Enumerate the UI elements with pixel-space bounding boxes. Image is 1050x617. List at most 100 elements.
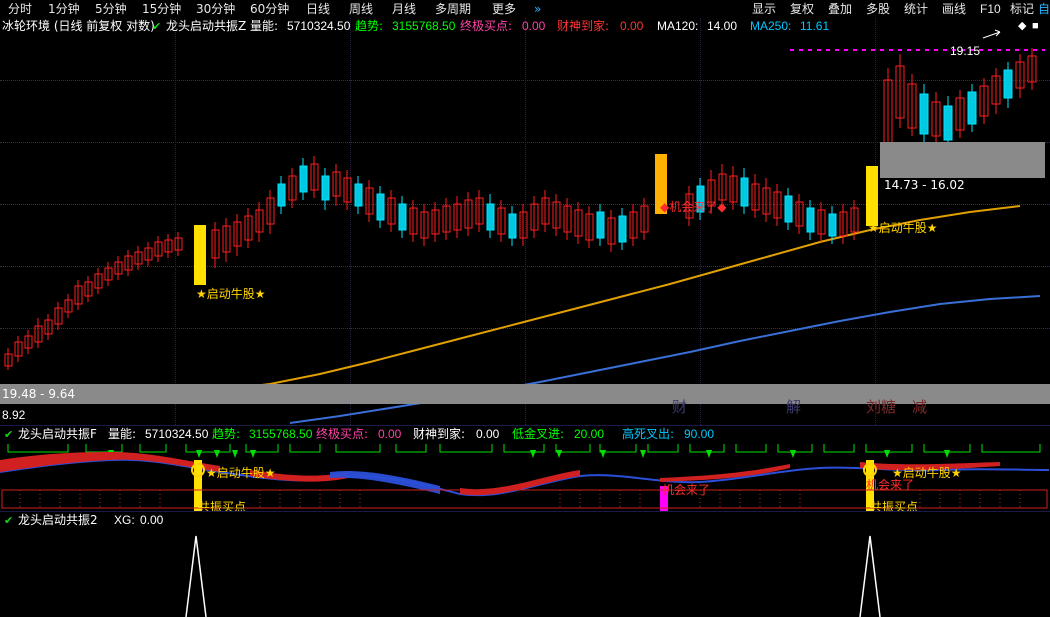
highlight-bar-mid — [655, 154, 667, 214]
circle-check-icon[interactable]: ✔ — [4, 515, 14, 527]
main-price-chart[interactable]: 冰轮环境 (日线 前复权 对数) ✔ 龙头启动共振Z 量能: 5710324.5… — [0, 18, 1050, 425]
watermark-text: 解 — [786, 398, 802, 416]
grid-line — [700, 18, 701, 425]
field-label-ma250: MA250: — [750, 19, 792, 33]
menu-item-1min[interactable]: 1分钟 — [48, 2, 80, 16]
field-value-volume: 5710324.50 — [287, 19, 351, 33]
main-chart-title-bar: 冰轮环境 (日线 前复权 对数) ✔ 龙头启动共振Z 量能: 5710324.5… — [0, 18, 1050, 34]
field-label-ma120: MA120: — [657, 19, 699, 33]
price-range-label-right: 14.73 - 16.02 — [884, 178, 965, 192]
menu-item-overlay[interactable]: 叠加 — [828, 2, 853, 16]
field-value-ma120: 14.00 — [707, 19, 738, 33]
price-range-label-left: 19.48 - 9.64 — [2, 387, 76, 401]
field-label-trend: 趋势: — [355, 19, 384, 33]
price-range-box-right — [880, 142, 1045, 178]
field-label-ultimate-buy: 终极买点: — [460, 19, 513, 33]
stock-title: 冰轮环境 (日线 前复权 对数) — [2, 19, 155, 33]
sub1-annotation-bull-left: ★启动牛股★ — [206, 466, 276, 480]
sub1-value-golden-cross: 20.00 — [574, 427, 605, 441]
sub1-annotation-bull-right: ★启动牛股★ — [892, 466, 962, 480]
sub1-bottom-band — [1, 489, 1048, 509]
menu-item-30min[interactable]: 30分钟 — [196, 2, 236, 16]
field-label-caishen: 财神到家: — [557, 19, 610, 33]
sub1-circle-marker-left — [191, 463, 205, 477]
grid-line — [350, 18, 351, 425]
sub1-annotation-opportunity-right: 机会来了 — [866, 478, 915, 492]
sub1-annotation-opportunity-mid: 机会来了 — [662, 483, 711, 497]
menu-item-multistock[interactable]: 多股 — [866, 2, 891, 16]
sub1-label-death-cross: 高死叉出: — [622, 427, 675, 441]
menu-item-stats[interactable]: 统计 — [904, 2, 929, 16]
menu-item-f10[interactable]: F10 — [980, 2, 1001, 16]
menu-item-adjust[interactable]: 复权 — [790, 2, 815, 16]
menu-item-5min[interactable]: 5分钟 — [95, 2, 127, 16]
sub1-signal-bar-right — [866, 460, 874, 512]
watermark-text: 减 — [912, 398, 928, 416]
sub1-label-golden-cross: 低金叉进: — [512, 427, 565, 441]
menu-item-mark[interactable]: 标记 — [1010, 2, 1035, 16]
sub1-value-trend: 3155768.50 — [249, 427, 313, 441]
highlight-bar-right — [866, 166, 878, 226]
watermark-text: 财 — [672, 398, 688, 416]
candle-group-mid — [277, 154, 859, 252]
sub2-spike-right — [859, 535, 881, 617]
menu-item-fenshi[interactable]: 分时 — [8, 2, 33, 16]
annotation-start-bull-left: ★启动牛股★ — [196, 287, 266, 301]
last-price-label: 19.15 — [950, 44, 981, 58]
menu-item-daily[interactable]: 日线 — [306, 2, 331, 16]
field-value-caishen: 0.00 — [620, 19, 644, 33]
menu-item-weekly[interactable]: 周线 — [349, 2, 374, 16]
down-arrow-markers — [108, 450, 950, 458]
sub1-circle-marker-right — [863, 463, 877, 477]
sub1-label-ultimate-buy: 终极买点: — [316, 427, 369, 441]
square-icon[interactable]: ■ — [1032, 20, 1039, 32]
diamond-icon[interactable]: ◆ — [1018, 20, 1027, 32]
field-value-ma250: 11.61 — [800, 19, 830, 33]
field-value-ultimate-buy: 0.00 — [522, 19, 546, 33]
circle-check-icon[interactable]: ✔ — [4, 429, 14, 441]
highlight-bar-left — [194, 225, 206, 285]
menu-item-overflow-chevron[interactable]: » — [534, 2, 542, 16]
price-range-band-left — [0, 384, 1050, 404]
sub-indicator-panel-f[interactable]: ✔ 龙头启动共振F 量能: 5710324.50 趋势: 3155768.50 … — [0, 425, 1050, 514]
sub2-indicator-name[interactable]: 龙头启动共振2 — [18, 513, 98, 527]
sub1-label-caishen: 财神到家: — [413, 427, 466, 441]
grid-line — [175, 18, 176, 425]
menu-item-60min[interactable]: 60分钟 — [250, 2, 290, 16]
annotation-opportunity-mid: ◆机会来了◆ — [660, 200, 727, 214]
field-value-trend: 3155768.50 — [392, 19, 456, 33]
sub2-canvas — [185, 535, 881, 617]
candle-group-left — [4, 190, 275, 370]
menu-item-15min[interactable]: 15分钟 — [142, 2, 182, 16]
sub1-value-ultimate-buy: 0.00 — [378, 427, 402, 441]
annotation-start-bull-right: ★启动牛股★ — [868, 221, 938, 235]
sub1-annotation-resonance-left: 共振买点 — [198, 500, 247, 514]
sub1-red-fill — [0, 452, 110, 472]
sub1-indicator-name[interactable]: 龙头启动共振F — [18, 427, 97, 441]
sub1-value-caishen: 0.00 — [476, 427, 500, 441]
menu-item-drawline[interactable]: 画线 — [942, 2, 967, 16]
sub1-signal-bar-mid — [660, 486, 668, 512]
circle-check-icon[interactable]: ✔ — [152, 21, 162, 33]
sub1-annotation-resonance-right: 共振买点 — [870, 500, 919, 514]
sub1-label-trend: 趋势: — [212, 427, 241, 441]
indicator-name[interactable]: 龙头启动共振Z — [166, 19, 247, 33]
price-series-canvas — [0, 29, 1050, 424]
sub-indicator-panel-xg[interactable]: ✔ 龙头启动共振2 XG: 0.00 — [0, 511, 1050, 617]
sub2-label-xg: XG: — [114, 513, 135, 527]
grid-line — [525, 18, 526, 425]
sub2-spike-left — [185, 535, 207, 617]
watermark-text: 刘糖 — [866, 398, 897, 416]
menu-item-multi[interactable]: 多周期 — [435, 2, 472, 16]
menu-item-display[interactable]: 显示 — [752, 2, 777, 16]
menu-item-monthly[interactable]: 月线 — [392, 2, 417, 16]
menu-item-more[interactable]: 更多 — [492, 2, 517, 16]
sub1-value-death-cross: 90.00 — [684, 427, 715, 441]
sub1-signal-bar-left — [194, 460, 202, 512]
menu-item-watchlist[interactable]: 自选 — [1038, 2, 1050, 16]
arrow-icon — [982, 29, 1001, 39]
sub1-label-volume: 量能: — [108, 427, 137, 441]
sub1-value-volume: 5710324.50 — [145, 427, 209, 441]
sub2-value-xg: 0.00 — [140, 513, 164, 527]
axis-value-low: 8.92 — [2, 408, 26, 422]
